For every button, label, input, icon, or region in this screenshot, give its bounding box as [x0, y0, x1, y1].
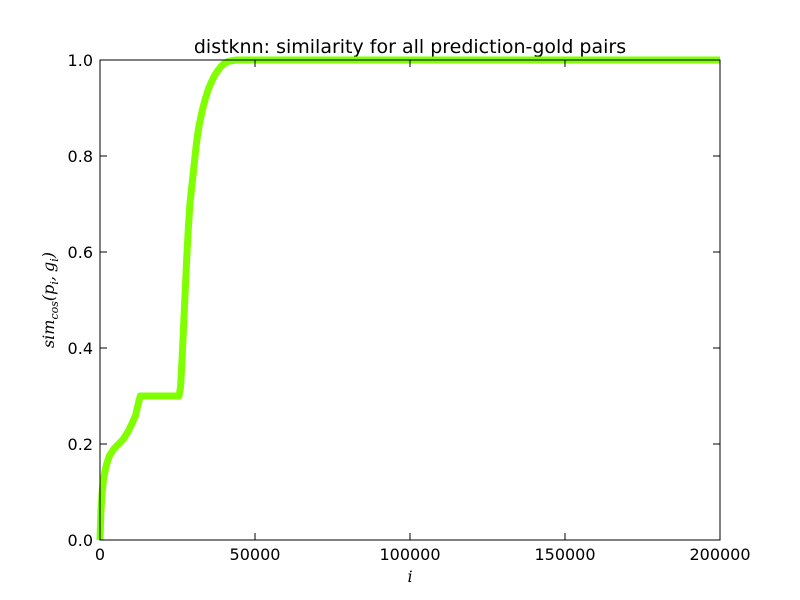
x-tick-label: 200000	[689, 545, 750, 564]
x-tick-label: 0	[95, 545, 105, 564]
y-tick-label: 0.4	[68, 339, 93, 358]
y-label-g-sub: i	[48, 258, 61, 262]
y-label-open: (	[39, 294, 58, 301]
x-tick-label: 50000	[230, 545, 281, 564]
chart-title: distknn: similarity for all prediction-g…	[194, 36, 626, 58]
x-tick-label: 100000	[379, 545, 440, 564]
x-axis-label: i	[407, 567, 412, 586]
y-label-base: sim	[39, 320, 58, 349]
y-label-close: )	[39, 252, 58, 259]
y-label-comma: ,	[39, 276, 58, 281]
series-layer	[96, 56, 720, 541]
y-tick-label: 0.2	[68, 435, 93, 454]
y-label-g: g	[39, 262, 58, 272]
y-tick-label: 0.6	[68, 243, 93, 262]
x-tick-label: 150000	[534, 545, 595, 564]
y-tick-label: 0.8	[68, 147, 93, 166]
y-label-p: p	[39, 285, 58, 295]
y-label-p-sub: i	[48, 281, 61, 285]
ticks-layer: 0 50000 100000 150000 200000 0.0 0.2 0.4 0.6 0.8 1…	[68, 51, 751, 564]
series-line-0	[96, 56, 720, 541]
y-tick-label: 0.0	[68, 531, 93, 550]
y-tick-label: 1.0	[68, 51, 93, 70]
y-axis-label: simcos(pi,gi)	[39, 252, 61, 348]
y-label-sub: cos	[48, 301, 61, 320]
